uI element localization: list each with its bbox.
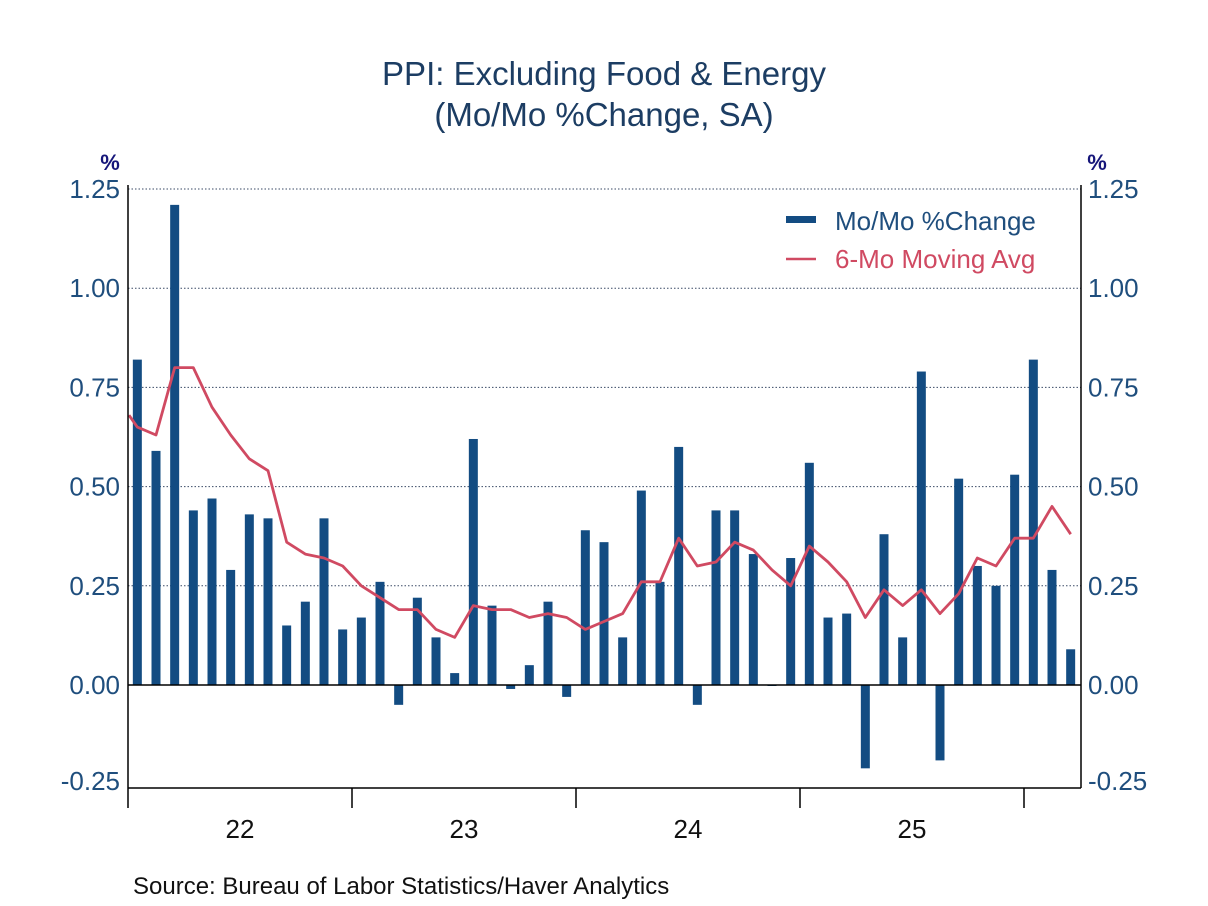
bar [1010, 474, 1020, 685]
x-tick-label: 23 [450, 814, 479, 844]
bar [263, 518, 273, 685]
bar [1047, 569, 1057, 685]
bar [898, 637, 908, 685]
bar [748, 554, 758, 685]
y-tick-label-left: -0.25 [61, 766, 120, 796]
y-tick-label-right: 1.00 [1088, 273, 1139, 303]
bar-series [132, 204, 1076, 769]
y-tick-label-left: 1.25 [69, 174, 120, 204]
x-axis-ticks: 22 23 24 25 [226, 788, 1025, 844]
bar [300, 601, 310, 685]
chart-title: PPI: Excluding Food & Energy [382, 55, 826, 92]
bar [972, 565, 982, 685]
bar [599, 542, 609, 685]
bar [823, 617, 833, 685]
line-series [127, 366, 1072, 639]
bar [543, 601, 553, 685]
bar [804, 462, 814, 685]
bar [282, 625, 292, 685]
bar [356, 617, 366, 685]
y-tick-label-left: 0.50 [69, 472, 120, 502]
bar [786, 558, 796, 685]
bar [655, 581, 665, 685]
bar [879, 534, 889, 685]
right-y-tick-labels: -0.25 0.00 0.25 0.50 0.75 1.00 1.25 [1088, 174, 1147, 796]
x-tick-label: 24 [674, 814, 703, 844]
source-note: Source: Bureau of Labor Statistics/Haver… [133, 873, 669, 900]
x-tick-label: 25 [898, 814, 927, 844]
bar [151, 450, 161, 685]
bar [338, 629, 348, 685]
bar [674, 446, 684, 685]
bar [412, 597, 422, 685]
y-tick-label-left: 0.25 [69, 571, 120, 601]
legend-bar-swatch [786, 216, 816, 223]
bar [991, 585, 1001, 685]
y-tick-label-right: 1.25 [1088, 174, 1139, 204]
bar [394, 685, 404, 705]
y-tick-label-right: 0.00 [1088, 670, 1139, 700]
legend: Mo/Mo %Change 6-Mo Moving Avg [786, 206, 1036, 274]
moving-average-line [127, 366, 1072, 639]
left-axis-unit: % [100, 150, 120, 175]
bar [132, 359, 142, 685]
bar [468, 438, 478, 685]
right-axis-unit: % [1087, 150, 1107, 175]
left-y-tick-labels: -0.25 0.00 0.25 0.50 0.75 1.00 1.25 [61, 174, 120, 796]
bar [188, 510, 198, 685]
bar [730, 510, 740, 685]
y-tick-label-left: 0.75 [69, 372, 120, 402]
bar [170, 204, 180, 685]
bar [916, 371, 926, 685]
legend-line-label: 6-Mo Moving Avg [835, 244, 1035, 274]
bar [207, 498, 217, 685]
y-tick-label-right: 0.50 [1088, 472, 1139, 502]
y-tick-label-right: 0.25 [1088, 571, 1139, 601]
bar [244, 514, 254, 685]
bar [319, 518, 329, 685]
bar [524, 665, 534, 685]
bar [450, 673, 460, 685]
y-tick-label-right: 0.75 [1088, 372, 1139, 402]
bar [1066, 649, 1076, 685]
y-tick-label-left: 0.00 [69, 670, 120, 700]
bar [580, 530, 590, 685]
bar [487, 605, 497, 685]
chart-subtitle: (Mo/Mo %Change, SA) [434, 96, 773, 133]
bar [431, 637, 441, 685]
x-tick-label: 22 [226, 814, 255, 844]
bar [842, 613, 852, 685]
bar [226, 569, 236, 685]
bar [935, 685, 945, 761]
bar [860, 685, 870, 769]
bar [562, 685, 572, 697]
legend-bar-label: Mo/Mo %Change [835, 206, 1036, 236]
bar [954, 478, 964, 685]
bar [506, 685, 516, 689]
bar [1028, 359, 1038, 685]
y-tick-label-right: -0.25 [1088, 766, 1147, 796]
bar [375, 581, 385, 685]
bar [636, 490, 646, 685]
bar [618, 637, 628, 685]
y-tick-label-left: 1.00 [69, 273, 120, 303]
bar [692, 685, 702, 705]
bar [711, 510, 721, 685]
